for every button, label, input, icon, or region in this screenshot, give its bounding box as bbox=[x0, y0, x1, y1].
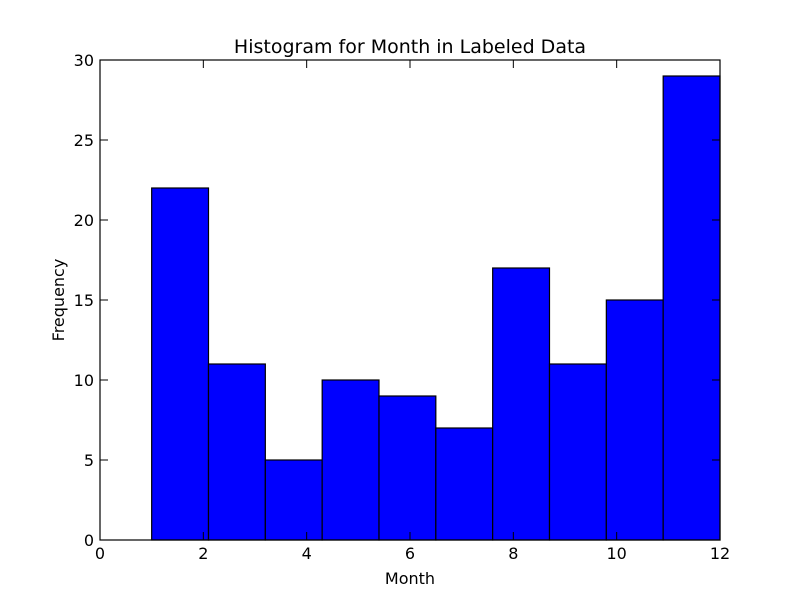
histogram-bar bbox=[605, 299, 664, 541]
x-axis-label: Month bbox=[385, 569, 435, 588]
bars-group bbox=[151, 75, 721, 541]
y-tick-label: 30 bbox=[74, 51, 94, 70]
chart-title: Histogram for Month in Labeled Data bbox=[234, 36, 586, 58]
x-tick-label: 10 bbox=[606, 544, 626, 563]
histogram-bar bbox=[435, 427, 494, 541]
x-tick-label: 2 bbox=[198, 544, 208, 563]
y-tick-label: 5 bbox=[84, 451, 94, 470]
y-tick-label: 0 bbox=[84, 531, 94, 550]
histogram-bar bbox=[378, 395, 437, 541]
histogram-bar bbox=[662, 75, 721, 541]
histogram-bar bbox=[264, 459, 323, 541]
histogram-bar bbox=[321, 379, 380, 541]
x-tick-label: 4 bbox=[302, 544, 312, 563]
y-tick-label: 10 bbox=[74, 371, 94, 390]
x-tick-label: 0 bbox=[95, 544, 105, 563]
y-axis-label: Frequency bbox=[49, 259, 68, 342]
y-tick-label: 25 bbox=[74, 131, 94, 150]
histogram-bar bbox=[492, 267, 551, 541]
histogram-bar bbox=[207, 363, 266, 541]
y-tick-label: 20 bbox=[74, 211, 94, 230]
y-axis-ticks: 0 5 10 15 20 25 30 bbox=[74, 51, 720, 550]
x-tick-label: 8 bbox=[508, 544, 518, 563]
x-axis-ticks: 0 2 4 6 8 10 12 bbox=[95, 60, 730, 563]
x-tick-label: 6 bbox=[405, 544, 415, 563]
histogram-bar bbox=[548, 363, 607, 541]
x-tick-label: 12 bbox=[710, 544, 730, 563]
histogram-bar bbox=[151, 187, 210, 541]
y-tick-label: 15 bbox=[74, 291, 94, 310]
